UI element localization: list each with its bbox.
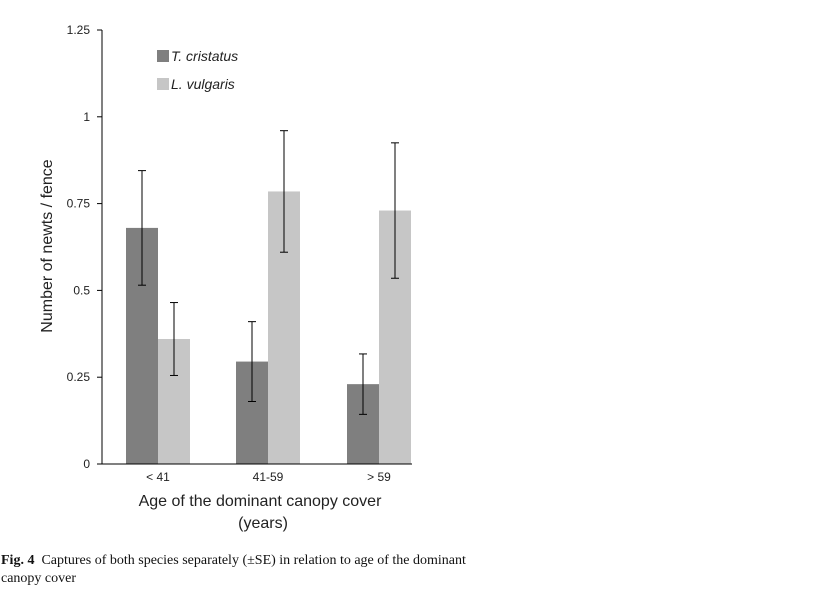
bars-layer [126,191,411,464]
x-tick-label: < 41 [146,470,170,484]
bar-chart: 0 0.25 0.5 0.75 1 1.25 < 41 41-59 > 59 Number o… [39,23,412,532]
caption-text: Captures of both species separately (±SE… [1,553,466,586]
axes-layer [101,30,412,465]
y-ticks-layer: 0 0.25 0.5 0.75 1 1.25 [67,23,102,471]
x-tick-label: > 59 [367,470,391,484]
figure-caption: Fig. 4 Captures of both species separate… [1,552,471,588]
x-tick-label: 41-59 [253,470,284,484]
y-axis-title: Number of newts / fence [39,159,56,333]
x-ticks-layer: < 41 41-59 > 59 [146,470,391,484]
legend-label: L. vulgaris [171,76,235,92]
y-tick-label: 0.25 [67,370,91,384]
legend-swatch [157,78,169,90]
y-tick-label: 0.5 [73,283,90,297]
y-tick-label: 0.75 [67,197,91,211]
legend-swatch [157,50,169,62]
legend: T. cristatus L. vulgaris [157,48,238,92]
y-tick-label: 1.25 [67,23,91,37]
x-axis-title-line2: (years) [238,515,288,532]
caption-label: Fig. 4 [1,553,35,568]
y-tick-label: 1 [83,110,90,124]
x-axis-title-line1: Age of the dominant canopy cover [139,493,382,510]
legend-label: T. cristatus [171,48,238,64]
error-bars-layer [138,130,399,415]
y-tick-label: 0 [83,457,90,471]
